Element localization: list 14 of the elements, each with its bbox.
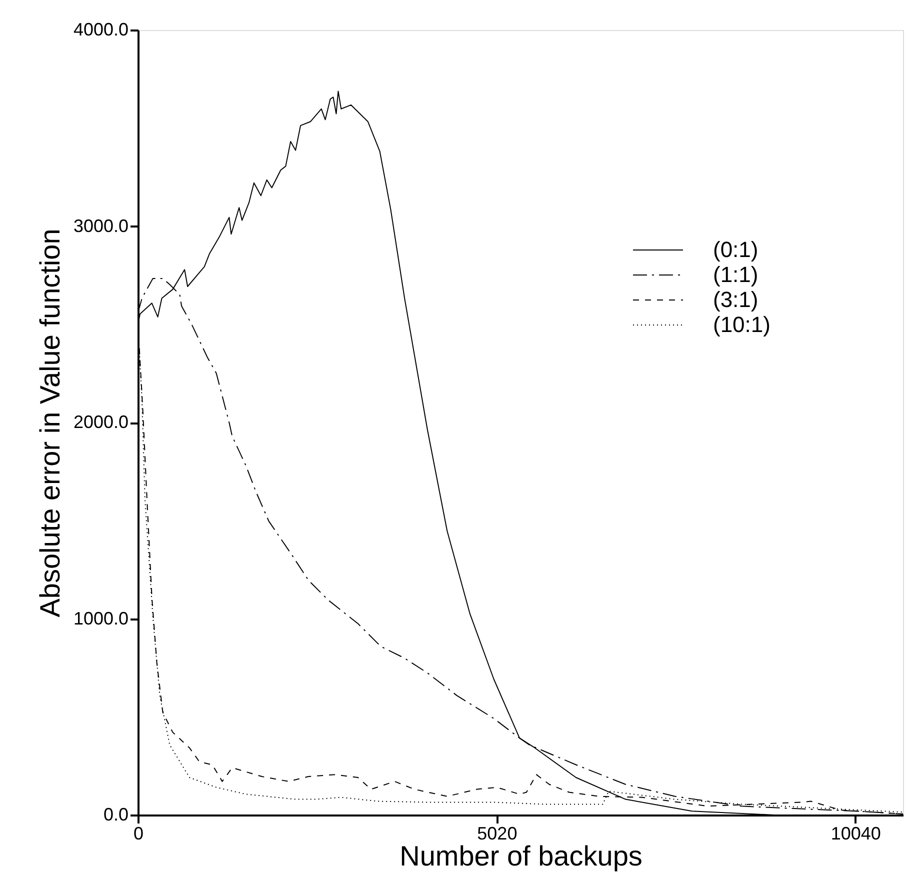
y-tick-label: 3000.0 [73, 216, 128, 236]
x-tick-label: 10040 [830, 824, 881, 844]
legend-label: (3:1) [713, 287, 758, 312]
y-tick-label: 1000.0 [73, 608, 128, 628]
y-tick-label: 2000.0 [73, 412, 128, 432]
y-tick-label: 0.0 [103, 804, 128, 824]
x-axis-title: Number of backups [400, 840, 642, 872]
y-axis-title: Absolute error in Value function [34, 228, 66, 618]
x-tick-label: 5020 [477, 824, 518, 844]
legend-label: (1:1) [713, 262, 758, 287]
y-tick-label: 4000.0 [73, 20, 128, 40]
legend-label: (0:1) [713, 237, 758, 262]
x-tick-label: 0 [133, 824, 144, 844]
legend-label: (10:1) [713, 312, 770, 337]
